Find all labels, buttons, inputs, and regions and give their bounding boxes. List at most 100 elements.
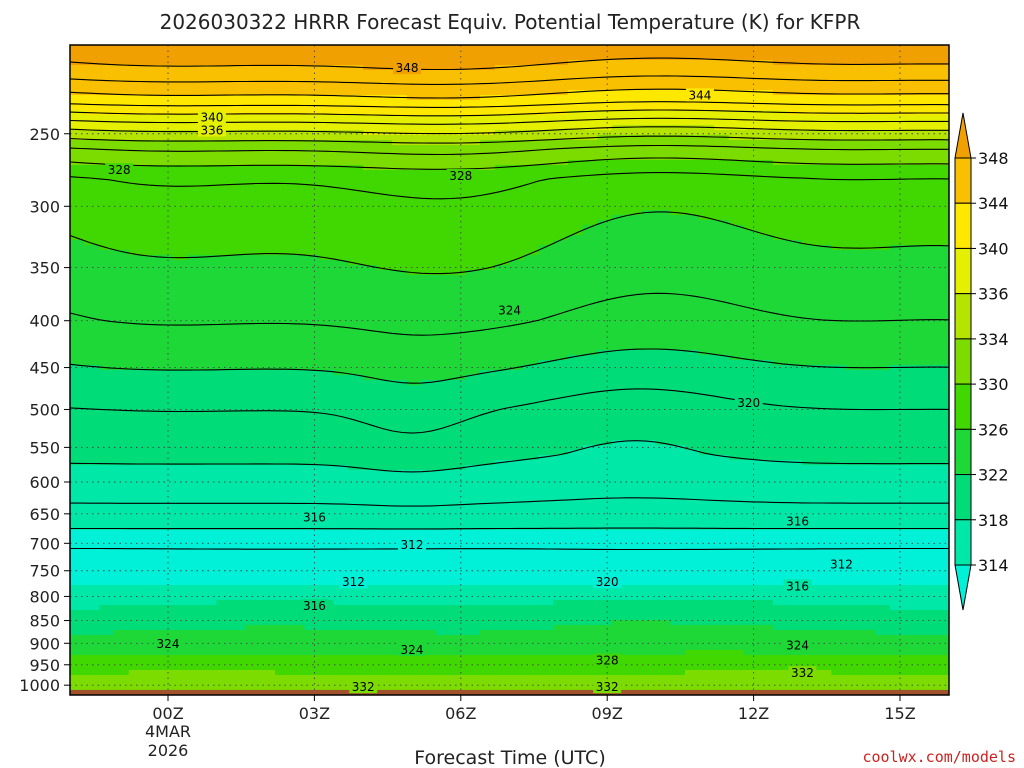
contour-320 (70, 388, 949, 434)
colorbar-label: 334 (978, 330, 1009, 349)
y-tick-label: 350 (29, 259, 60, 278)
contour-label-text: 344 (688, 88, 711, 102)
contour-label-text: 332 (596, 680, 619, 694)
contour-342 (70, 101, 949, 108)
colorbar-label: 344 (978, 194, 1009, 213)
colorbar-swatch (954, 519, 972, 566)
colorbar-swatch (954, 474, 972, 521)
contour-label: 324 (398, 642, 426, 657)
color-bands (70, 45, 949, 695)
y-tick-label: 800 (29, 587, 60, 606)
contour-label-text: 332 (791, 666, 814, 680)
y-tick-label: 650 (29, 505, 60, 524)
contour-label: 336 (197, 124, 226, 138)
contour-label-text: 316 (786, 579, 809, 593)
contour-label-text: 328 (449, 169, 472, 183)
contour-label: 332 (788, 666, 817, 680)
contour-316 (70, 497, 949, 507)
contour-label: 320 (734, 396, 763, 410)
colorbar-swatch (954, 247, 972, 295)
contour-312 (70, 547, 949, 551)
contour-label-text: 312 (342, 575, 365, 589)
contour-314 (70, 527, 949, 530)
colorbar-label: 330 (978, 375, 1009, 394)
colorbar: 348 344 340 336 334 330 326 322 318 314 (954, 112, 1009, 611)
contour-label-text: 324 (157, 637, 180, 651)
x-date-line1: 4MAR (145, 722, 191, 741)
contour-label-text: 324 (498, 304, 521, 318)
y-tick-label: 500 (29, 400, 60, 419)
contour-label: 332 (593, 680, 622, 694)
y-tick-label: 950 (29, 656, 60, 675)
y-tick-label: 750 (29, 562, 60, 581)
contour-344 (70, 88, 949, 99)
contour-label-text: 316 (303, 599, 326, 613)
contour-label-text: 348 (396, 61, 419, 75)
y-tick-label: 600 (29, 473, 60, 492)
contour-label-text: 336 (200, 124, 223, 138)
colorbar-label: 340 (978, 239, 1009, 258)
contour-label-text: 324 (401, 643, 424, 657)
colorbar-label: 322 (978, 466, 1009, 485)
y-tick-label: 1000 (19, 676, 60, 695)
colorbar-label: 314 (978, 556, 1009, 575)
contour-330 (70, 157, 949, 170)
colorbar-swatch (954, 293, 972, 340)
colorbar-label: 348 (978, 149, 1009, 168)
contour-label-text: 328 (596, 654, 619, 668)
contour-label: 332 (349, 680, 378, 694)
contour-label: 316 (783, 579, 812, 593)
x-axis-label: Forecast Time (UTC) (414, 747, 605, 768)
contour-346 (70, 75, 949, 85)
contour-label: 324 (783, 638, 812, 652)
contour-label-text: 316 (786, 515, 809, 529)
colorbar-swatch (954, 202, 972, 249)
y-tick-label: 400 (29, 312, 60, 331)
y-tick-label: 250 (29, 125, 60, 144)
contour-label: 324 (495, 303, 524, 318)
contour-label: 340 (197, 110, 226, 125)
contour-332 (70, 144, 949, 156)
y-axis: 250 300 350 400 450 500 550 600 650 700 750 800 850 9… (19, 125, 70, 695)
contour-326 (70, 211, 949, 275)
contour-label: 316 (300, 510, 329, 524)
colorbar-extend-top (954, 112, 972, 159)
contour-label: 312 (827, 557, 856, 571)
ground-strip (70, 689, 949, 695)
colorbar-swatch (954, 338, 972, 385)
contour-label-text: 332 (352, 680, 375, 694)
contour-label: 320 (593, 575, 622, 589)
contour-label: 312 (398, 538, 426, 552)
contour-348 (70, 57, 949, 71)
colorbar-label: 326 (978, 420, 1009, 439)
contour-322 (70, 348, 949, 384)
x-axis: 00Z 03Z 06Z 09Z 12Z 15Z (152, 695, 916, 723)
contour-label: 328 (105, 163, 134, 177)
contour-label: 316 (300, 599, 329, 613)
y-tick-label: 450 (29, 359, 60, 378)
x-tick-label: 12Z (738, 704, 769, 723)
x-date-line2: 2026 (148, 741, 189, 760)
colorbar-swatch (954, 157, 972, 204)
contour-label: 328 (446, 168, 475, 183)
colorbar-extend-bottom (954, 564, 972, 611)
contour-318 (70, 440, 949, 473)
contour-324 (70, 292, 949, 336)
x-tick-label: 15Z (884, 704, 915, 723)
colorbar-label: 336 (978, 285, 1009, 304)
contour-label: 348 (393, 61, 422, 75)
x-tick-label: 06Z (445, 704, 476, 723)
credit-text: coolwx.com/models (862, 748, 1016, 766)
y-tick-label: 300 (29, 197, 60, 216)
contour-label: 344 (685, 88, 714, 102)
plot-frame (69, 44, 950, 696)
x-tick-label: 03Z (299, 704, 330, 723)
y-tick-label: 900 (29, 634, 60, 653)
contour-label-text: 324 (786, 638, 809, 652)
y-tick-label: 550 (29, 438, 60, 457)
contour-label-text: 320 (737, 396, 760, 410)
colorbar-label: 318 (978, 511, 1009, 530)
contour-label: 316 (783, 514, 812, 529)
contour-label-text: 320 (596, 575, 619, 589)
